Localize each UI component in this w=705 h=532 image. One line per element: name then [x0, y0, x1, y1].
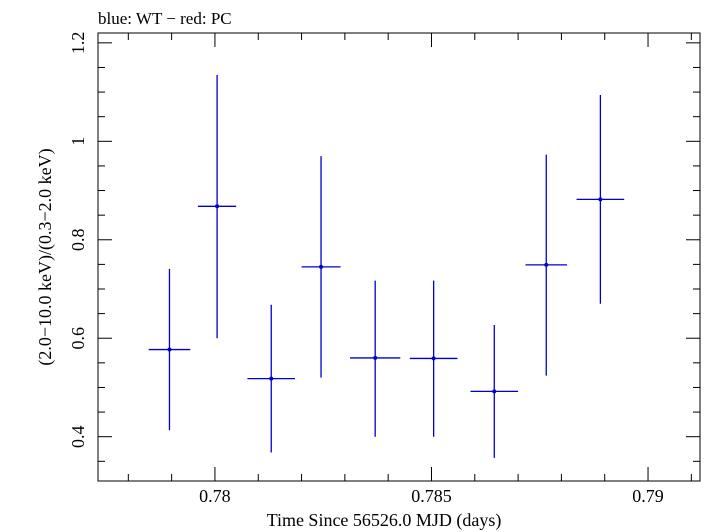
y-tick-label: 0.4 — [68, 425, 88, 448]
y-axis: 0.4 0.6 0.8 1 1.2 — [68, 32, 700, 462]
y-tick-label: 0.8 — [68, 229, 88, 252]
data-point — [576, 95, 625, 304]
data-point — [409, 280, 458, 437]
data-marker — [544, 262, 549, 267]
data-marker — [373, 355, 378, 360]
data-marker — [492, 389, 497, 394]
y-axis-label: (2.0−10.0 keV)/(0.3−2.0 keV) — [35, 148, 56, 365]
y-tick-label: 1 — [68, 137, 88, 146]
data-marker — [598, 197, 603, 202]
data-point — [350, 280, 401, 437]
data-marker — [167, 347, 172, 352]
x-tick-label: 0.79 — [632, 486, 664, 506]
y-tick-label: 1.2 — [68, 32, 88, 55]
chart-title: blue: WT − red: PC — [98, 9, 232, 28]
x-axis-label: Time Since 56526.0 MJD (days) — [267, 510, 502, 531]
x-tick-label: 0.785 — [411, 486, 452, 506]
x-tick-label: 0.78 — [199, 486, 231, 506]
data-point — [525, 154, 568, 376]
data-point — [470, 324, 519, 458]
data-point — [198, 74, 237, 339]
data-marker — [431, 356, 436, 361]
data-marker — [269, 376, 274, 381]
plot-area-frame — [97, 32, 701, 482]
data-layer — [148, 74, 625, 458]
data-marker — [215, 204, 220, 209]
x-axis: 0.78 0.785 0.79 — [127, 33, 692, 506]
data-point — [247, 304, 296, 453]
data-point — [301, 156, 341, 378]
data-marker — [319, 264, 324, 269]
y-tick-label: 0.6 — [68, 327, 88, 350]
data-point — [148, 268, 191, 431]
